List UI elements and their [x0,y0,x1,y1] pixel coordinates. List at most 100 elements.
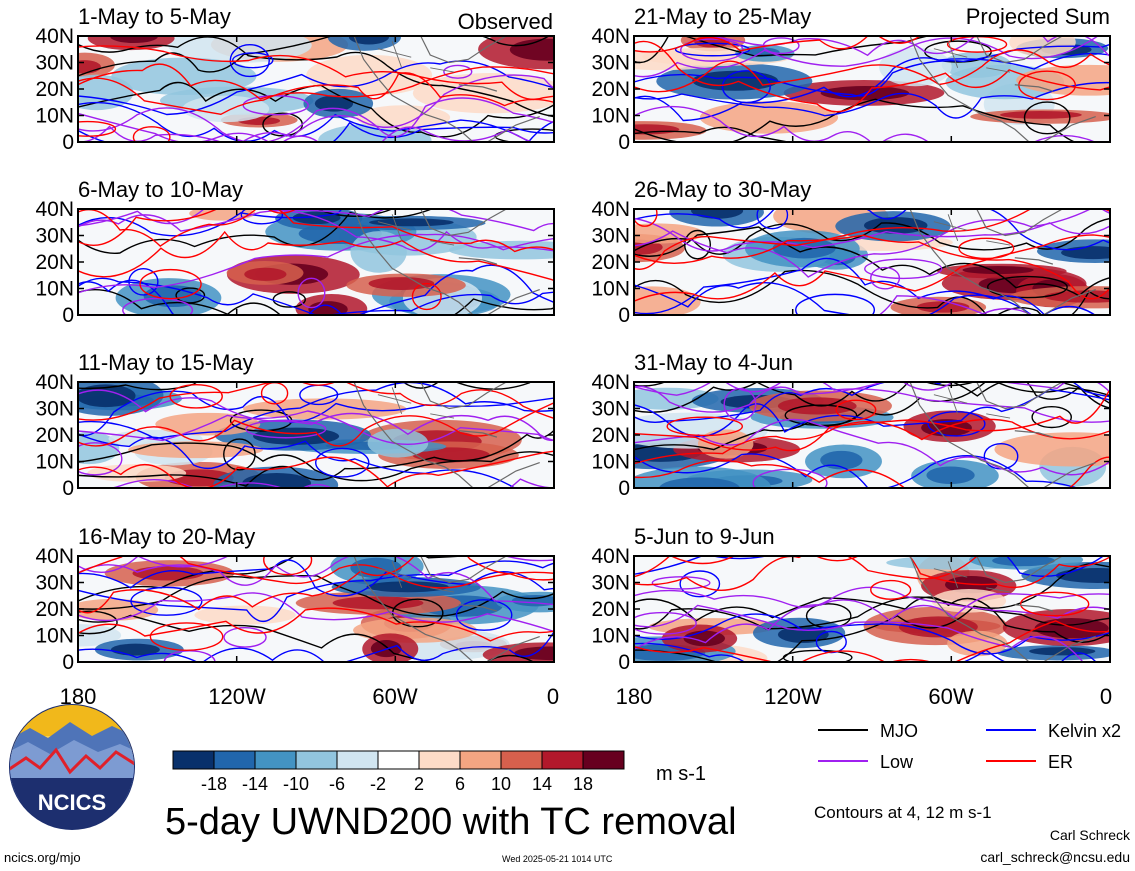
panel-title: 26-May to 30-May [634,177,811,202]
lat-label: 0 [62,304,74,327]
lat-label: 10N [35,625,74,648]
lat-label: 40N [35,545,74,568]
colorbar-swatch [500,750,543,770]
legend-label: ER [1048,752,1073,772]
lon-label: 120W [208,684,266,709]
website-url: ncics.org/mjo [4,850,81,865]
panel-title: 21-May to 25-May [634,4,811,29]
colorbar-swatch [213,750,256,770]
lat-label: 0 [62,651,74,674]
lat-label: 10N [35,451,74,474]
lat-label: 20N [35,598,74,621]
lat-label: 30N [35,398,74,421]
lon-labels-left: 180 120W 60W 0 [60,684,559,709]
lat-label: 40N [35,198,74,221]
colorbar-swatch [254,750,297,770]
colorbar-label: 10 [491,774,511,794]
contour-note: Contours at 4, 12 m s-1 [814,803,992,822]
lat-label: 0 [618,304,630,327]
lat-label: 20N [591,78,630,101]
colorbar-label: -14 [242,774,268,794]
lon-labels-right: 180 120W 60W 0 [616,684,1112,709]
legend: MJO Kelvin x2 Low ER [818,721,1121,772]
map-panel: 40N 30N 20N 10N 0 16-May to 20-May [35,524,555,674]
map-panel: 40N 30N 20N 10N 0 5-Jun to 9-Jun [591,524,1111,674]
lat-label: 40N [591,371,630,394]
lat-label: 40N [591,25,630,48]
colorbar-swatch [418,750,461,770]
lat-label: 10N [591,105,630,128]
lat-label: 40N [35,25,74,48]
lat-label: 30N [591,52,630,75]
legend-label: Kelvin x2 [1048,721,1121,741]
lat-label: 10N [35,278,74,301]
colorbar-label: -18 [201,774,227,794]
lon-label: 0 [547,684,559,709]
lat-label: 40N [591,198,630,221]
colorbar-swatch [336,750,379,770]
colorbar-label: -6 [329,774,345,794]
lat-label: 30N [35,572,74,595]
projected-sum-label: Projected Sum [966,4,1110,29]
panel-title: 6-May to 10-May [78,177,243,202]
map-panel: 40N 30N 20N 10N 0 1-May to 5-May [35,4,555,154]
legend-label: MJO [880,721,918,741]
panel-title: 16-May to 20-May [78,524,255,549]
lat-label: 40N [591,545,630,568]
colorbar-swatch [172,750,215,770]
panel-title: 11-May to 15-May [78,350,254,375]
logo-text: NCICS [38,790,106,815]
lat-label: 20N [591,251,630,274]
lon-label: 60W [372,684,417,709]
colorbar-label: 6 [455,774,465,794]
lat-label: 20N [35,251,74,274]
panel-title: 5-Jun to 9-Jun [634,524,775,549]
author-name: Carl Schreck [1050,827,1131,843]
lat-label: 0 [618,651,630,674]
lat-label: 10N [35,105,74,128]
legend-label: Low [880,752,914,772]
lat-label: 0 [62,131,74,154]
lat-label: 20N [591,598,630,621]
colorbar-swatch [295,750,338,770]
lat-label: 30N [591,398,630,421]
lat-label: 30N [35,52,74,75]
lat-label: 30N [591,572,630,595]
colorbar-swatch [459,750,502,770]
colorbar-label: 2 [414,774,424,794]
lon-label: 0 [1100,684,1112,709]
map-panel: 40N 30N 20N 10N 0 26-May to 30-May [591,177,1111,327]
lat-label: 10N [591,625,630,648]
map-panel: 40N 30N 20N 10N 0 11-May to 15-May [35,350,555,500]
ncics-logo: NCICS [9,704,135,830]
colorbar-swatch [377,750,420,770]
panel-title: 1-May to 5-May [78,4,231,29]
colorbar-units: m s-1 [656,763,706,785]
map-panel: 40N 30N 20N 10N 0 31-May to 4-Jun [591,350,1111,500]
timestamp: Wed 2025-05-21 1014 UTC [502,854,613,864]
colorbar: -18 -14 -10 -6 -2 2 6 10 14 18 [172,750,625,794]
colorbar-label: -10 [283,774,309,794]
lat-label: 20N [35,424,74,447]
lat-label: 20N [591,424,630,447]
lat-label: 10N [591,451,630,474]
colorbar-swatch [582,750,625,770]
lon-label: 120W [764,684,822,709]
author-email: carl_schreck@ncsu.edu [980,849,1130,865]
lat-label: 10N [591,278,630,301]
lat-label: 0 [62,477,74,500]
observed-label: Observed [458,9,553,34]
lon-label: 180 [616,684,653,709]
colorbar-swatch [541,750,584,770]
lon-label: 60W [928,684,973,709]
lat-label: 40N [35,371,74,394]
colorbar-label: 14 [532,774,552,794]
lat-label: 20N [35,78,74,101]
map-panel: 40N 30N 20N 10N 0 6-May to 10-May [35,177,555,327]
lat-label: 0 [618,131,630,154]
lat-label: 0 [618,477,630,500]
colorbar-label: -2 [370,774,386,794]
main-title: 5-day UWND200 with TC removal [165,801,737,843]
